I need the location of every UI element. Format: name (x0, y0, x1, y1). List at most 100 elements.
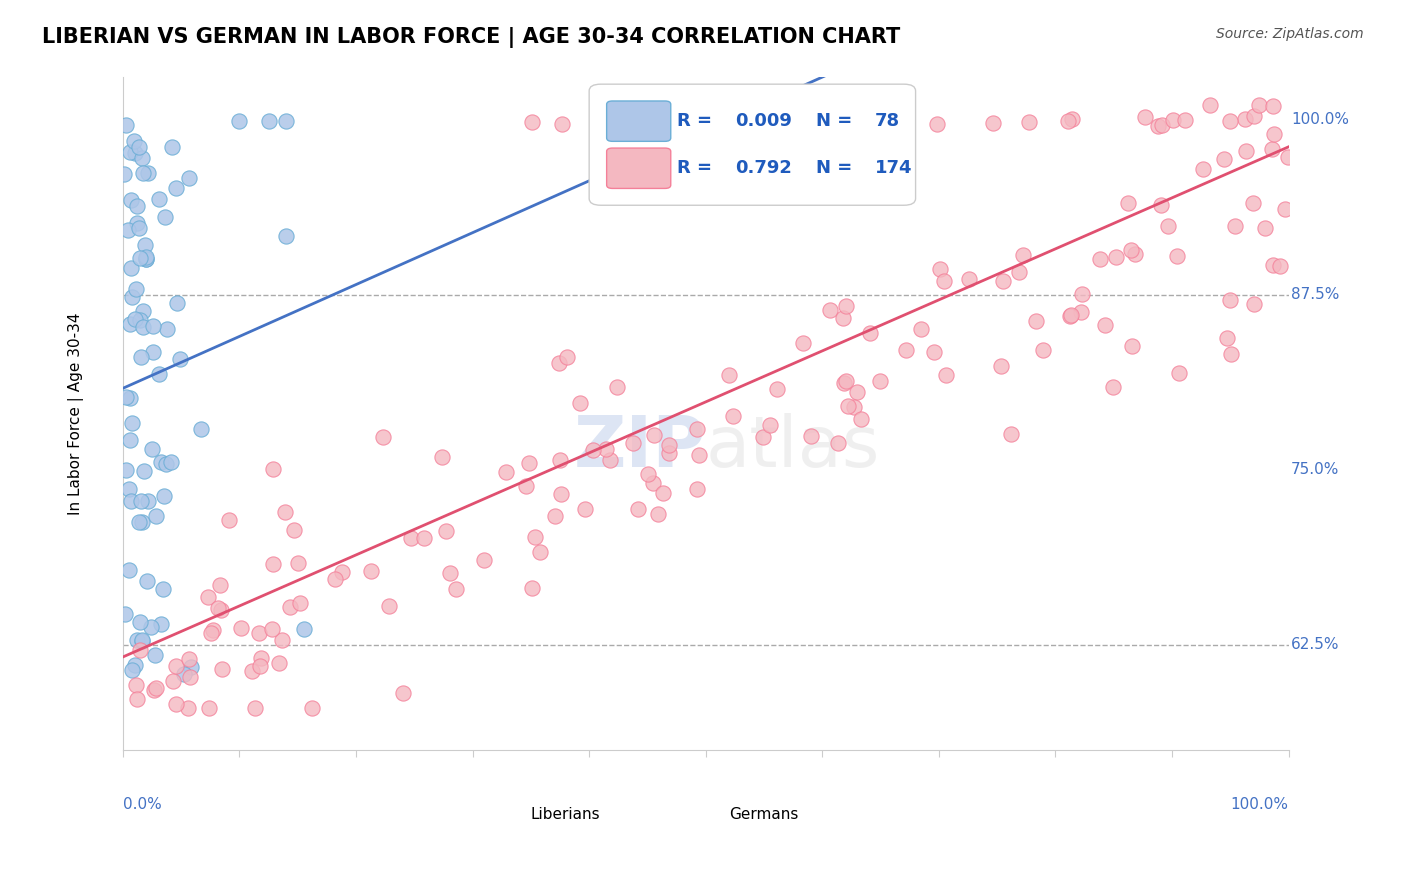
Point (1219, 114, 1241, 128)
Point (173, 667, 195, 681)
Text: 0.0%: 0.0% (122, 797, 162, 813)
Point (145, 508, 167, 523)
Point (125, 633, 148, 648)
Point (177, 701, 200, 715)
Point (115, 463, 138, 477)
Point (472, 553, 495, 567)
Point (287, 556, 309, 570)
Point (273, 505, 295, 519)
Point (845, 384, 868, 399)
Point (135, 252, 157, 267)
Point (844, 401, 866, 415)
Point (152, 489, 174, 503)
Point (247, 626, 270, 640)
Point (851, 412, 873, 426)
Point (765, 382, 787, 396)
Point (283, 523, 305, 537)
Point (207, 600, 229, 615)
Text: In Labor Force | Age 30-34: In Labor Force | Age 30-34 (69, 312, 84, 515)
Point (115, 390, 138, 404)
Point (1270, 260, 1292, 274)
Point (228, 114, 250, 128)
Point (688, 449, 710, 463)
Point (278, 599, 301, 614)
Point (1261, 258, 1284, 272)
Point (142, 682, 165, 697)
Point (1243, 296, 1265, 310)
Point (1247, 98, 1270, 112)
Point (444, 582, 467, 596)
Point (647, 507, 669, 521)
Point (827, 436, 849, 450)
Point (1213, 152, 1236, 166)
Text: 62.5%: 62.5% (1291, 638, 1340, 652)
Point (652, 486, 675, 500)
Point (515, 479, 537, 493)
Point (131, 303, 153, 318)
Point (128, 252, 150, 266)
Point (859, 326, 882, 340)
Point (1125, 247, 1147, 261)
Point (262, 557, 284, 571)
Point (894, 343, 917, 357)
Point (762, 113, 785, 128)
Point (373, 430, 395, 444)
Point (517, 456, 540, 470)
Point (752, 430, 775, 444)
Point (759, 418, 782, 433)
Point (165, 659, 187, 673)
Point (412, 531, 434, 545)
Point (1219, 293, 1241, 307)
Point (250, 651, 273, 665)
Point (832, 376, 855, 390)
Point (360, 564, 382, 578)
Point (160, 455, 183, 469)
Point (131, 633, 153, 648)
Point (1219, 347, 1241, 361)
Point (132, 165, 155, 179)
Point (124, 283, 146, 297)
Text: 174: 174 (875, 160, 912, 178)
Point (1277, 150, 1299, 164)
Point (1119, 243, 1142, 257)
Point (117, 222, 139, 236)
Point (155, 210, 177, 224)
Point (637, 467, 659, 482)
Point (711, 118, 734, 132)
Point (520, 115, 543, 129)
Point (737, 112, 759, 126)
Point (128, 140, 150, 154)
Point (1233, 112, 1256, 126)
Point (177, 652, 200, 666)
Point (155, 457, 177, 471)
Point (124, 658, 146, 673)
Point (148, 367, 170, 381)
Point (179, 171, 201, 186)
Point (935, 368, 957, 382)
Point (165, 181, 187, 195)
Point (755, 118, 778, 132)
Point (135, 574, 157, 588)
Point (1163, 112, 1185, 127)
Point (135, 252, 157, 267)
Point (197, 590, 219, 604)
Point (548, 356, 571, 370)
Point (142, 318, 165, 333)
Text: LIBERIAN VS GERMAN IN LABOR FORCE | AGE 30-34 CORRELATION CHART: LIBERIAN VS GERMAN IN LABOR FORCE | AGE … (42, 27, 900, 48)
Point (209, 578, 232, 592)
Point (1263, 127, 1285, 141)
Point (218, 513, 240, 527)
Point (1243, 109, 1265, 123)
Point (249, 658, 271, 673)
Point (245, 701, 267, 715)
Point (1133, 110, 1156, 124)
Point (229, 621, 252, 635)
Point (544, 508, 567, 523)
Point (118, 145, 141, 160)
Point (548, 452, 571, 467)
Point (120, 193, 142, 207)
Point (136, 165, 159, 179)
Point (165, 697, 187, 711)
Point (1241, 196, 1264, 211)
Point (142, 344, 165, 359)
